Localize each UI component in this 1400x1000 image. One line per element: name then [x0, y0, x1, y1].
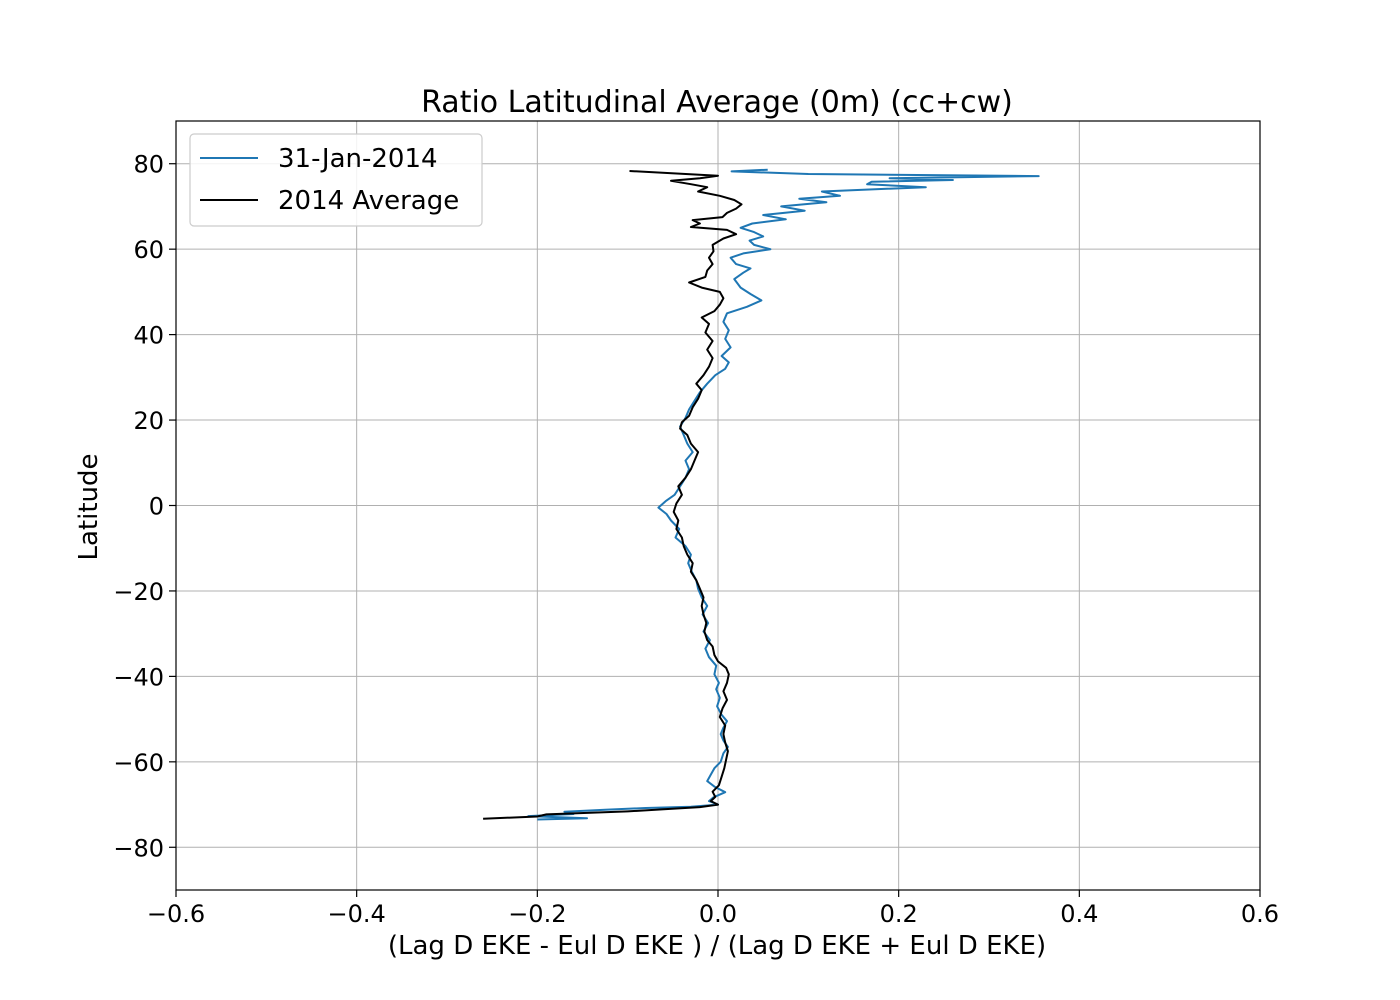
y-axis-label: Latitude — [74, 453, 104, 560]
x-tick-label: 0.0 — [699, 900, 737, 928]
y-tick-label: −40 — [113, 663, 164, 691]
x-tick-label: 0.2 — [880, 900, 918, 928]
y-tick-label: 0 — [149, 493, 164, 521]
series-lines — [483, 168, 1040, 821]
x-tick-label: 0.4 — [1060, 900, 1098, 928]
y-tick-label: −80 — [113, 834, 164, 862]
legend-label-31-jan-2014: 31-Jan-2014 — [278, 144, 438, 174]
series-line-31-jan-2014 — [527, 168, 1040, 821]
legend-label-2014-average: 2014 Average — [278, 186, 459, 216]
x-axis-label: (Lag D EKE - Eul D EKE ) / (Lag D EKE + … — [388, 931, 1046, 961]
y-tick-label: 20 — [133, 407, 164, 435]
legend-box — [189, 133, 483, 227]
x-tick-label: −0.6 — [147, 900, 205, 928]
y-tick-label: 80 — [133, 151, 164, 179]
legend: 31-Jan-2014 2014 Average — [189, 133, 483, 227]
x-tick-label: 0.6 — [1241, 900, 1279, 928]
grid-lines — [175, 121, 1261, 890]
axis-ticks: −0.6 −0.4 −0.2 0.0 0.2 0.4 0.6 80 60 40 20 0 −20 −40 −… — [113, 151, 1279, 928]
chart-title: Ratio Latitudinal Average (0m) (cc+cw) — [421, 85, 1013, 120]
y-tick-label: −60 — [113, 749, 164, 777]
x-tick-label: −0.4 — [328, 900, 386, 928]
series-line-2014-average — [483, 170, 743, 820]
y-tick-label: 40 — [133, 322, 164, 350]
y-tick-label: −20 — [113, 578, 164, 606]
y-tick-label: 60 — [133, 236, 164, 264]
x-tick-label: −0.2 — [508, 900, 566, 928]
